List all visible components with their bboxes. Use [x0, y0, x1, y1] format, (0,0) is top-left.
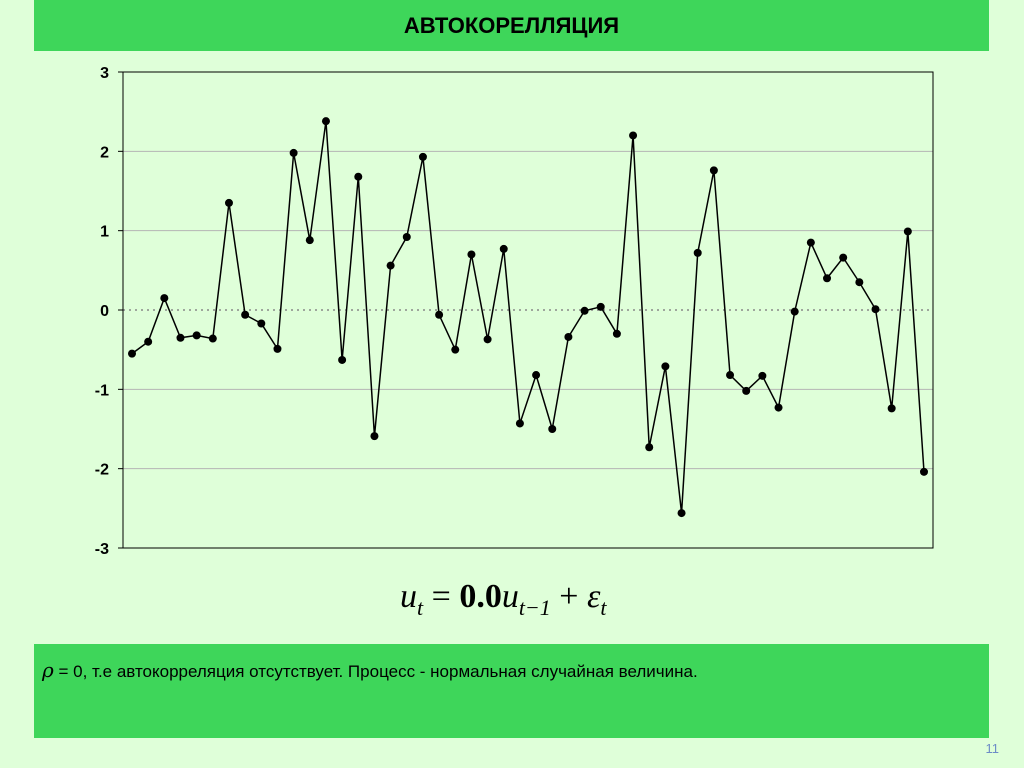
data-point [128, 349, 136, 358]
data-point [532, 371, 541, 380]
slide-title: АВТОКОРЕЛЛЯЦИЯ [403, 12, 620, 38]
y-tick-label: -2 [95, 462, 109, 479]
data-point [790, 307, 799, 316]
data-point [806, 238, 815, 247]
y-tick-label: 0 [100, 303, 109, 320]
data-point [726, 371, 735, 380]
data-point [823, 274, 832, 283]
data-point [645, 443, 654, 452]
grid-lines [123, 150, 933, 470]
data-point [920, 467, 928, 476]
data-point [160, 294, 169, 303]
rho-symbol: ρ [42, 658, 54, 682]
data-point [612, 329, 621, 338]
data-point [564, 332, 573, 341]
note-line: ρ = 0, т.е автокорреляция отсутствует. П… [42, 658, 698, 682]
data-point [208, 334, 217, 343]
data-point [257, 319, 266, 328]
formula-lhs-sub: t [417, 595, 424, 620]
data-point [402, 233, 411, 242]
data-point [903, 227, 912, 236]
formula-rhs-sub: t−1 [518, 595, 551, 620]
data-points [128, 117, 928, 518]
y-tick-label: 3 [100, 65, 109, 82]
formula-error: ε [586, 578, 601, 615]
data-point [435, 310, 444, 319]
formula-error-sub: t [600, 595, 607, 620]
data-point [241, 310, 250, 319]
data-point [467, 250, 476, 259]
data-point [483, 335, 492, 344]
data-point [839, 253, 848, 262]
formula: ut = 0.0ut−1 + εt [400, 578, 660, 628]
data-point [742, 386, 751, 395]
data-point [224, 198, 233, 207]
data-point [305, 236, 314, 245]
formula-plus: + [550, 578, 587, 615]
data-point [758, 371, 767, 380]
formula-coefficient: 0.0 [459, 578, 502, 615]
y-tick-label: 2 [100, 144, 109, 161]
title-bar: АВТОКОРЕЛЛЯЦИЯ [34, 0, 989, 51]
data-point [515, 419, 524, 428]
data-point [176, 333, 185, 342]
data-point [451, 345, 460, 354]
y-tick-label: 1 [100, 224, 109, 241]
data-point [548, 425, 557, 433]
data-point [144, 337, 153, 346]
data-point [855, 278, 864, 287]
data-point [774, 403, 783, 412]
data-point [629, 131, 638, 140]
formula-rhs-var: u [501, 578, 519, 615]
data-point [887, 404, 896, 413]
data-point [354, 172, 363, 181]
data-point [693, 248, 702, 257]
data-point [499, 244, 508, 253]
page-number: 11 [985, 741, 1000, 756]
data-point [661, 362, 670, 371]
data-point [370, 432, 379, 441]
data-point [321, 117, 330, 126]
data-point [338, 355, 347, 364]
formula-equals: = [423, 578, 460, 615]
y-tick-label: -1 [95, 382, 109, 399]
formula-lhs: u [400, 578, 417, 615]
data-point [289, 148, 298, 157]
data-point [192, 331, 201, 340]
note-box: ρ = 0, т.е автокорреляция отсутствует. П… [34, 644, 989, 738]
note-text: = 0, т.е автокорреляция отсутствует. Про… [53, 662, 698, 681]
data-point [596, 302, 605, 311]
data-point [871, 305, 880, 314]
data-point [709, 166, 718, 175]
data-point [418, 152, 427, 161]
y-tick-label: -3 [95, 541, 109, 558]
series-line [131, 121, 925, 514]
data-point [580, 306, 589, 315]
data-point [677, 509, 686, 518]
data-point [386, 261, 395, 270]
data-point [273, 344, 282, 353]
y-axis: 3 2 1 0 -1 -2 -3 [95, 65, 123, 558]
